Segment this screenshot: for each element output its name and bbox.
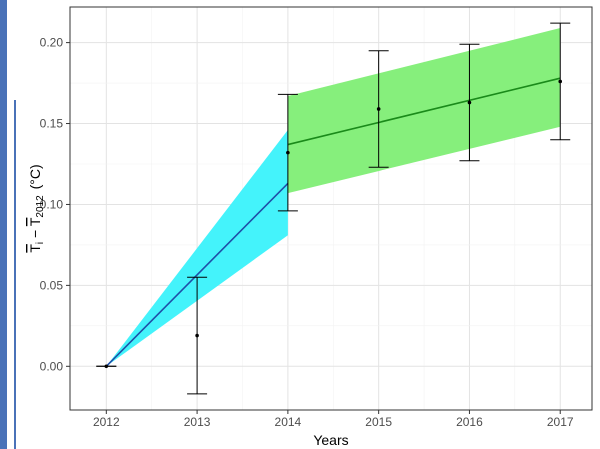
y-tick-label: 0.15	[40, 117, 64, 131]
slide-left-border	[0, 0, 7, 449]
data-point-2015	[376, 107, 381, 111]
x-tick-label: 2012	[93, 415, 120, 429]
y-axis-title: Ti − T2012(°C)	[27, 164, 46, 252]
y-tick-label: 0.00	[40, 359, 64, 373]
x-tick-label: 2014	[275, 415, 302, 429]
x-tick-label: 2013	[184, 415, 211, 429]
data-point-2016	[467, 100, 472, 105]
x-axis: 2012 2013 2014 2015 2016 2017	[93, 410, 574, 429]
x-axis-title: Years	[313, 432, 348, 448]
trend-line-1	[105, 182, 289, 367]
x-tick-label: 2015	[365, 415, 392, 429]
y-tick-label: 0.05	[40, 278, 64, 292]
y-axis-title-unit: (°C)	[27, 164, 43, 189]
y-tick-label: 0.10	[40, 197, 64, 211]
x-tick-label: 2017	[547, 415, 574, 429]
trend-lines	[105, 77, 561, 367]
y-axis-title-main: T	[27, 244, 43, 253]
y-axis-title-sub-2012: 2012	[35, 195, 46, 218]
confidence-band-1	[106, 130, 288, 367]
y-axis-title-main-2: T	[27, 217, 43, 226]
y-axis-title-sub-i: i	[35, 242, 46, 244]
y-axis: 0.00 0.05 0.10 0.15 0.20	[40, 36, 70, 373]
data-points	[104, 79, 563, 369]
data-point-2017	[558, 79, 563, 84]
x-tick-label: 2016	[456, 415, 483, 429]
plot-frame	[69, 6, 593, 411]
data-point-2013	[195, 333, 199, 338]
trend-line-2	[287, 77, 561, 146]
y-tick-label: 0.20	[40, 36, 64, 50]
y-axis-title-minus: −	[27, 226, 43, 242]
data-point-2012	[104, 364, 109, 369]
data-point-2014	[286, 150, 290, 155]
slide-left-border-inner	[14, 100, 16, 449]
